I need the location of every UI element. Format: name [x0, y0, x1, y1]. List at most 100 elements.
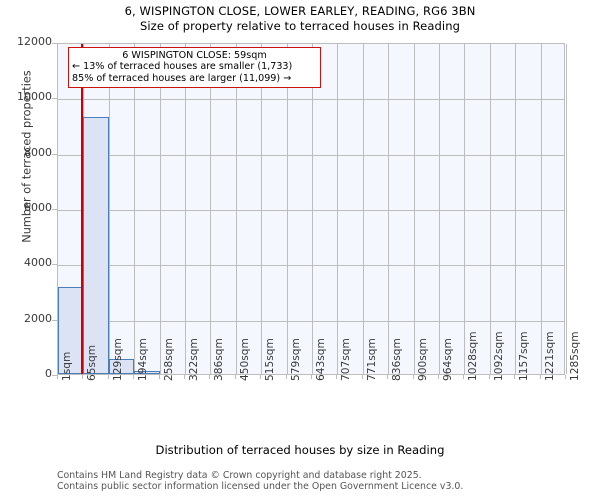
x-axis-tick-mark [488, 375, 490, 379]
y-axis-tick-mark [52, 264, 57, 266]
x-axis-tick-label: 194sqm [137, 338, 150, 381]
x-axis-tick-label: 65sqm [86, 344, 99, 381]
x-axis-tick-mark [438, 375, 439, 379]
gridline-vertical [159, 44, 161, 374]
y-axis-tick-label: 0 [45, 367, 52, 380]
gridline-vertical [210, 44, 212, 374]
y-axis-tick-mark [52, 153, 57, 155]
gridline-horizontal [58, 154, 564, 156]
gridline-horizontal [58, 265, 564, 267]
chart-title: 6, WISPINGTON CLOSE, LOWER EARLEY, READI… [124, 4, 476, 18]
x-axis-tick-label: 1092sqm [492, 331, 505, 381]
y-axis-tick-label: 6000 [24, 201, 52, 214]
y-axis: 0 2000 4000 6000 8000 10000 12000 Number of ter… [0, 0, 57, 500]
x-axis-tick-mark [107, 375, 109, 379]
x-axis-tick-label: 1sqm [61, 351, 73, 381]
gridline-vertical [337, 44, 339, 374]
gridline-vertical [540, 44, 542, 374]
x-axis-tick-label: 900sqm [416, 338, 429, 381]
x-axis-tick-mark [209, 375, 211, 379]
x-axis-tick-label: 771sqm [365, 338, 378, 381]
x-axis-tick-mark [463, 375, 465, 379]
gridline-vertical [464, 44, 466, 374]
gridline-vertical [413, 44, 415, 374]
footer-line-2: Contains public sector information licen… [57, 481, 464, 493]
x-axis-tick-mark [361, 375, 363, 379]
y-axis-tick-label: 8000 [24, 145, 52, 159]
bar [83, 116, 109, 374]
gridline-vertical [286, 44, 288, 374]
x-axis-tick-label: 322sqm [188, 338, 200, 381]
gridline-vertical [362, 44, 364, 374]
x-axis-tick-label: 643sqm [315, 338, 327, 381]
gridline-horizontal [58, 320, 564, 322]
x-axis-tick-mark [234, 375, 236, 379]
footer-line-1: Contains HM Land Registry data © Crown c… [57, 470, 422, 481]
property-marker-line [81, 44, 83, 374]
x-axis-tick-mark [387, 375, 389, 379]
y-axis-tick-label: 2000 [24, 311, 52, 325]
y-axis-tick-mark [52, 319, 57, 321]
gridline-vertical [108, 44, 110, 374]
gridline-vertical [566, 44, 567, 374]
annotation-box: 6 WISPINGTON CLOSE: 59sqm ← 13% of terra… [68, 47, 321, 89]
x-axis-tick-label: 386sqm [213, 338, 226, 381]
x-axis-tick-mark [311, 375, 312, 379]
y-axis-tick-mark [52, 375, 57, 376]
x-axis-tick-mark [539, 375, 541, 379]
x-axis-tick-label: 515sqm [264, 338, 277, 381]
bar [108, 358, 135, 374]
x-axis-tick-label: 1157sqm [518, 331, 531, 381]
annotation-line-2: ← 13% of terraced houses are smaller (1,… [72, 61, 293, 73]
gridlines [58, 44, 567, 374]
gridline-horizontal [58, 99, 564, 101]
x-axis-tick-mark [285, 375, 287, 379]
plot-area [57, 43, 567, 375]
x-axis-tick-label: 1028sqm [467, 331, 480, 381]
x-axis-tick-mark [565, 375, 566, 379]
gridline-vertical [388, 44, 390, 374]
gridline-vertical [261, 44, 263, 374]
x-axis-tick-mark [57, 375, 58, 379]
y-axis-tick-mark [52, 209, 57, 210]
x-axis-tick-label: 258sqm [162, 338, 175, 381]
gridline-vertical [439, 44, 440, 374]
x-axis-label: Distribution of terraced houses by size … [155, 443, 445, 457]
y-axis-tick-label: 4000 [24, 256, 52, 270]
x-axis-tick-mark [260, 375, 262, 379]
bar [58, 286, 84, 374]
gridline-vertical [235, 44, 237, 374]
annotation-line-3: 85% of terraced houses are larger (11,09… [72, 72, 292, 84]
x-axis-tick-label: 964sqm [442, 338, 454, 381]
x-axis-tick-mark [412, 375, 414, 379]
x-axis-tick-label: 1221sqm [543, 331, 556, 381]
gridline-horizontal [58, 210, 564, 211]
gridline-vertical [312, 44, 313, 374]
y-axis-tick-mark [52, 98, 57, 100]
x-axis-tick-label: 450sqm [238, 338, 251, 381]
x-axis-tick-mark [82, 375, 84, 379]
y-axis-tick-mark [52, 43, 57, 44]
y-axis-tick-label: 12000 [17, 35, 52, 48]
x-axis-tick-label: 836sqm [391, 338, 404, 381]
x-axis-tick-label: 579sqm [289, 338, 302, 381]
annotation-line-1: 6 WISPINGTON CLOSE: 59sqm [122, 50, 267, 61]
gridline-vertical [515, 44, 517, 374]
x-axis-tick-mark [514, 375, 516, 379]
x-axis-tick-label: 129sqm [111, 338, 124, 381]
gridline-vertical [489, 44, 491, 374]
bar [134, 371, 160, 374]
footer-attribution: Contains HM Land Registry data © Crown c… [57, 470, 577, 493]
bar-series [58, 44, 564, 374]
x-axis-tick-mark [133, 375, 135, 379]
gridline-vertical [185, 44, 186, 374]
x-axis-tick-label: 1285sqm [569, 331, 581, 381]
x-axis-tick-label: 707sqm [340, 338, 353, 381]
x-axis-tick-mark [184, 375, 185, 379]
y-axis-tick-label: 10000 [17, 90, 52, 104]
x-axis-tick-mark [336, 375, 338, 379]
chart-subtitle: Size of property relative to terraced ho… [139, 19, 460, 33]
x-axis-tick-mark [158, 375, 160, 379]
